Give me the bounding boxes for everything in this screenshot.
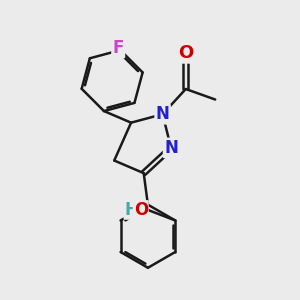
Text: O: O — [134, 201, 148, 219]
Text: F: F — [112, 39, 124, 57]
Text: H: H — [124, 201, 138, 219]
Text: N: N — [164, 139, 178, 157]
Text: N: N — [156, 105, 170, 123]
Text: O: O — [178, 44, 194, 62]
